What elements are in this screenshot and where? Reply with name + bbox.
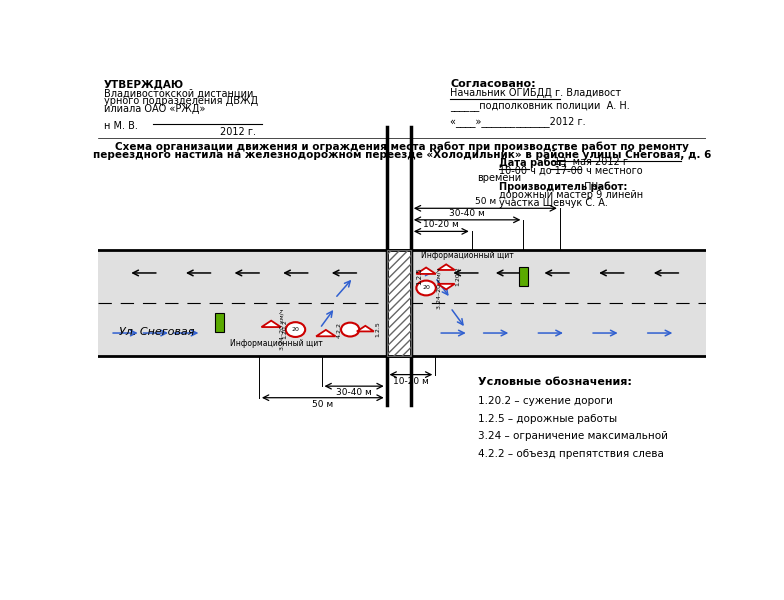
Text: Начальник ОГИБДД г. Владивост: Начальник ОГИБДД г. Владивост	[450, 88, 622, 98]
Circle shape	[416, 281, 436, 295]
Text: 30-40 м: 30-40 м	[336, 388, 372, 397]
Text: времени: времени	[477, 173, 521, 183]
Text: участка Шевчук С. А.: участка Шевчук С. А.	[499, 197, 608, 208]
Text: Информационный щит: Информационный щит	[422, 251, 514, 260]
Text: 1.20.2: 1.20.2	[282, 320, 287, 340]
Text: 50 м: 50 м	[475, 197, 496, 206]
Text: Условные обозначения:: Условные обозначения:	[477, 377, 632, 387]
Text: 13  мая 2012 г: 13 мая 2012 г	[550, 157, 628, 167]
Polygon shape	[437, 284, 455, 289]
Text: 20: 20	[292, 327, 299, 332]
Text: 3.24–20 км/ч: 3.24–20 км/ч	[437, 267, 442, 309]
Bar	[98, 250, 706, 356]
Text: 10-20 м: 10-20 м	[393, 377, 429, 386]
Text: «____»______________2012 г.: «____»______________2012 г.	[450, 116, 586, 127]
Text: 3.24 – ограничение максимальной: 3.24 – ограничение максимальной	[477, 431, 668, 442]
Text: илиала ОАО «РЖД»: илиала ОАО «РЖД»	[104, 104, 205, 114]
Text: н М. В.: н М. В.	[104, 121, 138, 131]
Text: ______подполковник полиции  А. Н.: ______подполковник полиции А. Н.	[450, 100, 630, 110]
Text: Владивостокской дистанции: Владивостокской дистанции	[104, 88, 253, 98]
Bar	[519, 267, 528, 286]
Polygon shape	[261, 320, 281, 327]
Text: 1.20.2: 1.20.2	[456, 266, 461, 286]
Text: 10-00 ч до 17-00 ч местного: 10-00 ч до 17-00 ч местного	[499, 166, 643, 175]
Text: 10-20 м: 10-20 м	[423, 220, 459, 229]
Polygon shape	[437, 265, 455, 270]
Text: 3.24–20 км/ч: 3.24–20 км/ч	[280, 309, 285, 350]
Circle shape	[285, 322, 305, 337]
Bar	[215, 313, 224, 332]
Text: УТВЕРЖДАЮ: УТВЕРЖДАЮ	[104, 79, 184, 89]
Text: Дата работ:: Дата работ:	[499, 157, 567, 168]
Text: 4.2.2 – объезд препятствия слева: 4.2.2 – объезд препятствия слева	[477, 449, 663, 459]
Text: Согласовано:: Согласовано:	[450, 79, 536, 89]
Text: 1.2.5: 1.2.5	[375, 322, 380, 337]
Bar	[387, 250, 411, 356]
Text: дорожный мастер 9 линейн: дорожный мастер 9 линейн	[499, 190, 643, 200]
Text: 1.2.5: 1.2.5	[416, 268, 422, 286]
Text: урного подразделения ДВЖД: урного подразделения ДВЖД	[104, 96, 258, 106]
Text: 1.2.5 – дорожные работы: 1.2.5 – дорожные работы	[477, 414, 617, 424]
Text: 20: 20	[422, 286, 430, 290]
Circle shape	[341, 323, 359, 337]
Text: Информационный щит: Информационный щит	[230, 339, 323, 348]
Text: Ул. Снеговая: Ул. Снеговая	[119, 327, 194, 337]
Text: 50 м: 50 м	[312, 400, 333, 409]
Polygon shape	[316, 330, 336, 336]
Text: ПЧ-: ПЧ-	[581, 182, 602, 192]
Text: 30-40 м: 30-40 м	[449, 209, 485, 218]
Bar	[387, 250, 411, 356]
Text: Производитель работ:: Производитель работ:	[499, 182, 627, 193]
Polygon shape	[416, 268, 436, 274]
Text: 4.2.2: 4.2.2	[336, 322, 342, 338]
Text: Схема организации движения и ограждения места работ при производстве работ по ре: Схема организации движения и ограждения …	[115, 141, 688, 152]
Text: 2012 г.: 2012 г.	[220, 127, 256, 137]
Text: 1.20.2 – сужение дороги: 1.20.2 – сужение дороги	[477, 397, 612, 406]
Polygon shape	[357, 326, 374, 331]
Text: переездного настила на железнодорожном переезде «Холодильник» в районе улицы Сне: переездного настила на железнодорожном п…	[93, 149, 711, 160]
